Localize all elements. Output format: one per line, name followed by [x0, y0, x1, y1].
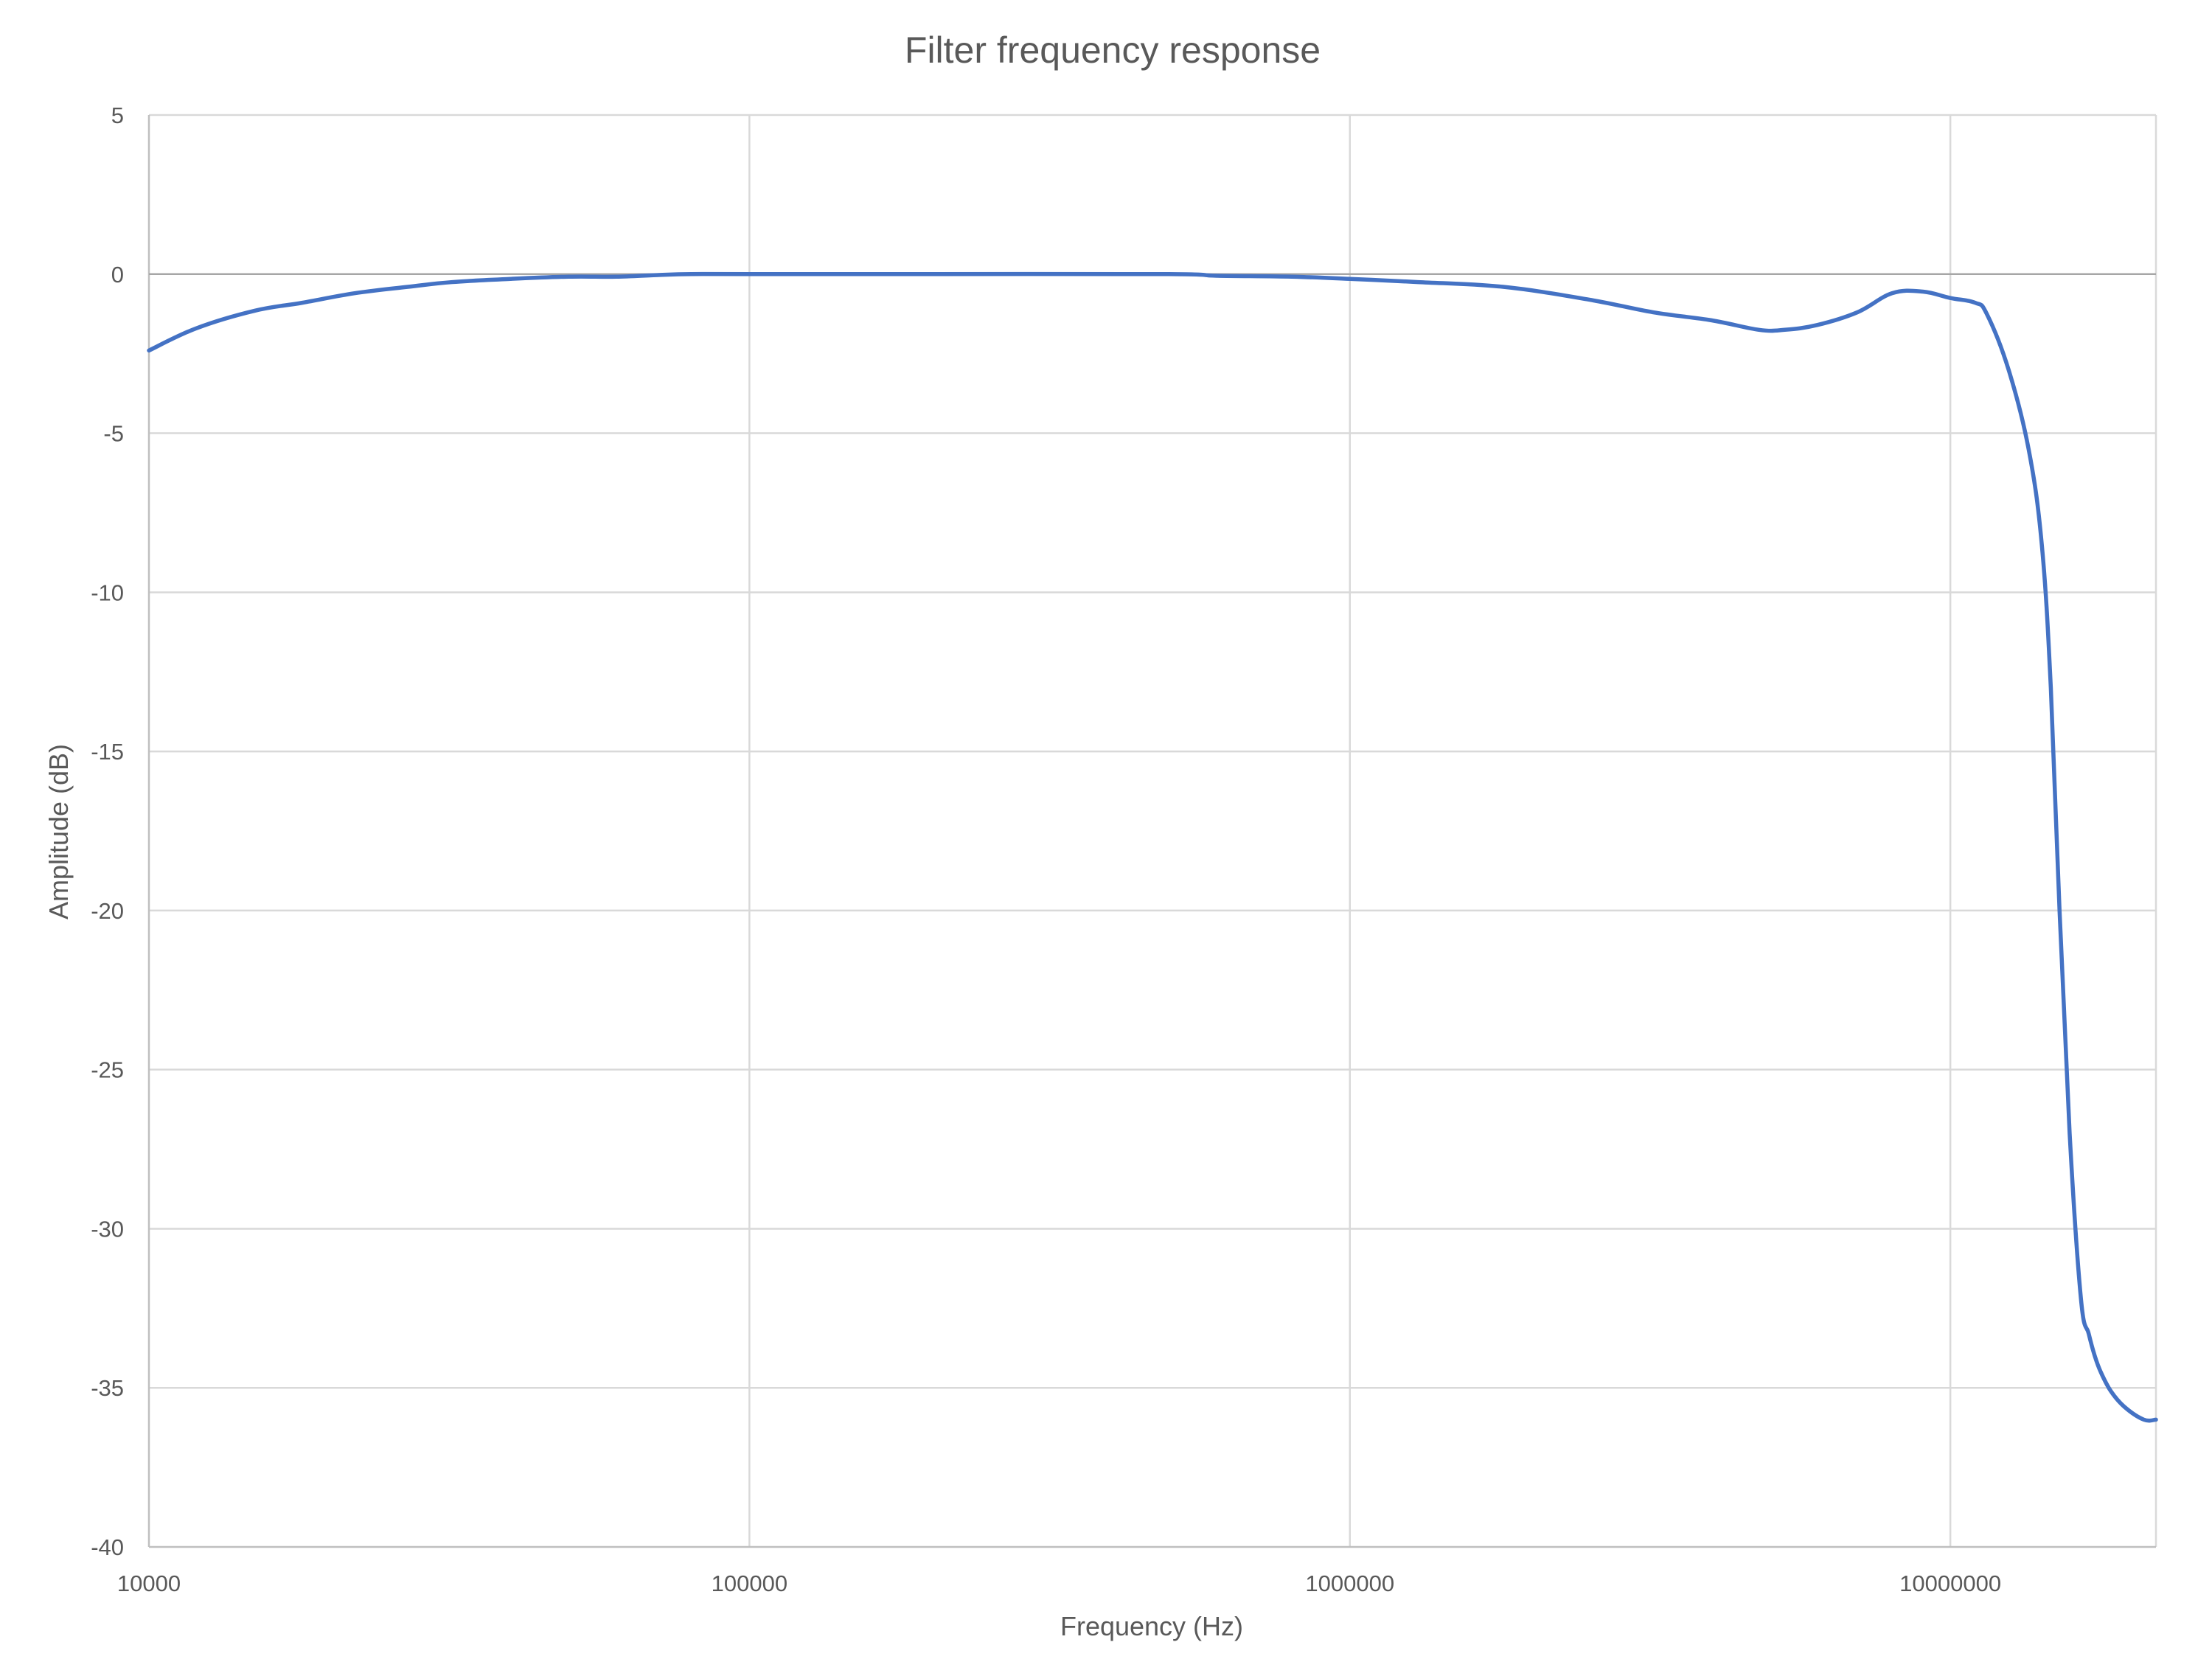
plot-area [147, 271, 2158, 1423]
y-axis-ticks: 5 0 -5 -10 -15 -20 -25 -30 -35 -40 [91, 102, 124, 1560]
y-tick-label: 5 [111, 102, 124, 128]
y-tick-label: -5 [103, 421, 124, 447]
y-tick-label: -30 [91, 1216, 124, 1242]
x-axis-title: Frequency (Hz) [1060, 1611, 1243, 1641]
y-tick-label: -40 [91, 1534, 124, 1560]
y-tick-label: -25 [91, 1057, 124, 1083]
x-tick-label: 1000000 [1305, 1571, 1394, 1596]
x-tick-label: 10000 [117, 1571, 181, 1596]
y-tick-label: 0 [111, 262, 124, 288]
x-tick-label: 100000 [712, 1571, 787, 1596]
x-tick-label: 10000000 [1899, 1571, 2001, 1596]
y-tick-label: -10 [91, 580, 124, 605]
y-tick-label: -20 [91, 898, 124, 924]
y-axis-title: Amplitude (dB) [44, 744, 74, 919]
chart-title: Filter frequency response [905, 29, 1321, 71]
amplitude-series-line [147, 271, 2158, 1423]
axes [147, 115, 2156, 1548]
grid-lines [149, 114, 2157, 1547]
y-tick-label: -15 [91, 739, 124, 765]
y-tick-label: -35 [91, 1375, 124, 1401]
x-axis-ticks: 10000 100000 1000000 10000000 [117, 1571, 2001, 1596]
